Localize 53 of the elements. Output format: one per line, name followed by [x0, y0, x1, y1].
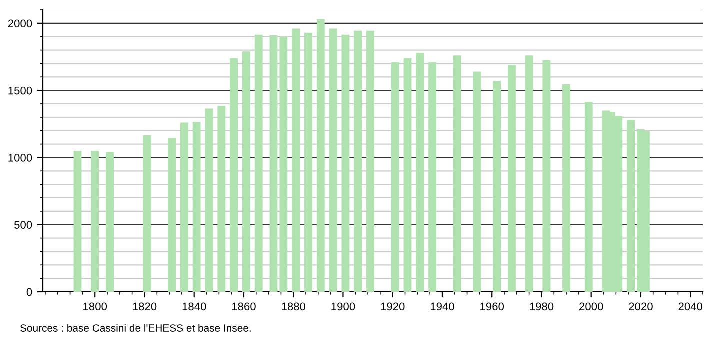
bar [404, 58, 412, 292]
x-tick-label: 1980 [530, 302, 554, 311]
x-tick-label: 1900 [332, 302, 356, 311]
bar [473, 72, 482, 292]
bar [366, 30, 374, 292]
bar [542, 60, 551, 292]
bar [453, 56, 462, 292]
bar [329, 28, 338, 292]
x-tick-label: 1840 [182, 302, 206, 311]
bar [428, 62, 437, 292]
bar [254, 34, 263, 292]
y-tick-label: 1000 [8, 154, 32, 162]
y-tick-label: 500 [14, 221, 32, 229]
y-tick-label: 1500 [8, 86, 32, 95]
bar [74, 151, 82, 292]
bar [292, 28, 300, 292]
x-tick-label: 1940 [430, 302, 454, 311]
y-tick-label: 2000 [8, 20, 32, 28]
bar [354, 30, 362, 292]
bar [218, 106, 226, 292]
bar [180, 122, 188, 292]
x-tick-label: 1880 [282, 302, 306, 311]
bar [91, 151, 100, 292]
bar [205, 108, 214, 292]
bar [168, 138, 176, 292]
bar [143, 136, 152, 292]
bar [270, 36, 278, 292]
source-note: Sources : base Cassini de l'EHESS et base Insee. [20, 324, 251, 332]
bar [416, 52, 424, 292]
bar [493, 81, 502, 292]
x-tick-label: 2020 [629, 302, 653, 311]
bar [280, 36, 288, 292]
bar [230, 58, 238, 292]
bar [342, 34, 350, 292]
bar [242, 52, 250, 292]
bar [192, 122, 201, 292]
bar [391, 62, 400, 292]
bar [106, 152, 114, 292]
x-tick-label: 1860 [232, 302, 256, 311]
bar [562, 84, 571, 292]
bar [584, 102, 593, 292]
x-tick-label: 1800 [84, 302, 108, 311]
x-tick-label: 1820 [133, 302, 157, 311]
bar [304, 32, 312, 292]
x-tick-label: 2040 [678, 302, 703, 311]
bar [627, 120, 636, 292]
bar [316, 19, 325, 292]
bar [525, 56, 534, 292]
y-tick-label: 0 [26, 288, 32, 296]
x-tick-label: 1920 [381, 302, 405, 311]
x-tick-label: 1960 [480, 302, 504, 311]
bar [508, 65, 516, 292]
x-tick-label: 2000 [580, 302, 604, 311]
